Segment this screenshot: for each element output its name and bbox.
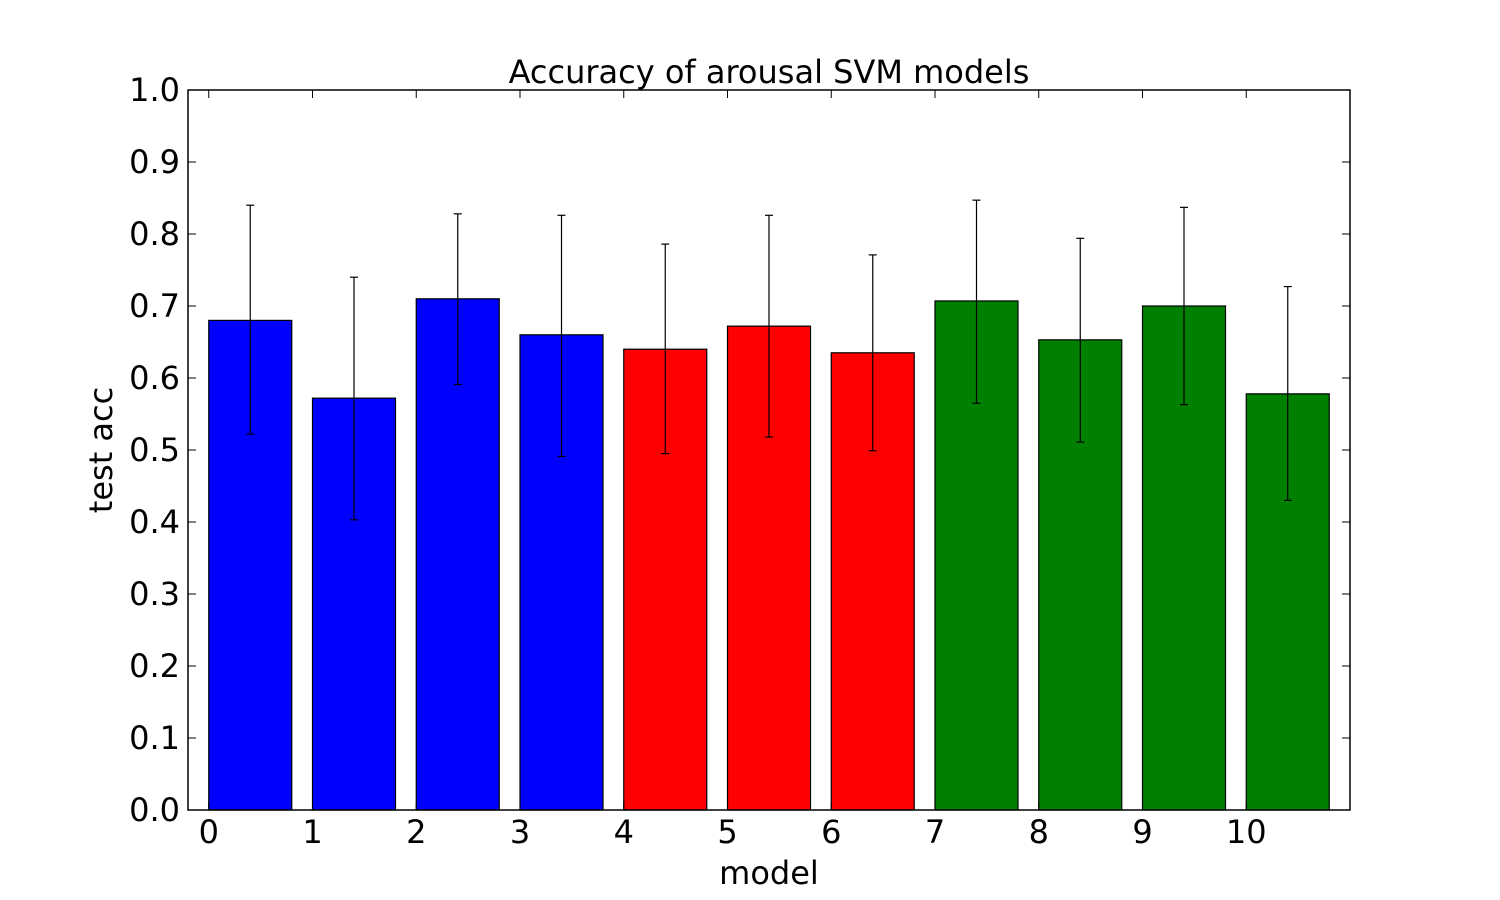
ticks-layer: 0.0 0.1 0.2 0.3 0.4 0.5 0.6 0.7 0.8 0.9 1.0 0 1 2 3 4 5 6… (129, 71, 1350, 851)
y-tick-label-8: 0.8 (129, 215, 180, 253)
error-bars-layer (246, 199, 1292, 521)
plot-area-frame (187, 89, 1351, 811)
y-tick-label-1: 0.1 (129, 719, 180, 757)
y-tick-label-2: 0.2 (129, 647, 180, 685)
y-axis-label: test acc (82, 387, 120, 513)
y-tick-label-4: 0.4 (129, 503, 180, 541)
x-tick-label-8: 8 (1029, 813, 1049, 851)
x-tick-label-10: 10 (1226, 813, 1267, 851)
chart-title: Accuracy of arousal SVM models (509, 53, 1030, 91)
y-tick-label-9: 0.9 (129, 143, 180, 181)
y-tick-label-3: 0.3 (129, 575, 180, 613)
x-tick-label-2: 2 (406, 813, 426, 851)
y-tick-label-6: 0.6 (129, 359, 180, 397)
x-tick-label-6: 6 (821, 813, 841, 851)
y-tick-label-0: 0.0 (129, 791, 180, 829)
x-tick-label-5: 5 (717, 813, 737, 851)
x-tick-label-1: 1 (302, 813, 322, 851)
y-tick-label-5: 0.5 (129, 431, 180, 469)
x-tick-label-3: 3 (510, 813, 530, 851)
y-tick-label-7: 0.7 (129, 287, 180, 325)
x-tick-label-4: 4 (614, 813, 634, 851)
y-tick-label-10: 1.0 (129, 71, 180, 109)
x-tick-label-7: 7 (925, 813, 945, 851)
x-axis-label: model (719, 854, 819, 892)
x-tick-label-0: 0 (199, 813, 219, 851)
x-tick-label-9: 9 (1132, 813, 1152, 851)
